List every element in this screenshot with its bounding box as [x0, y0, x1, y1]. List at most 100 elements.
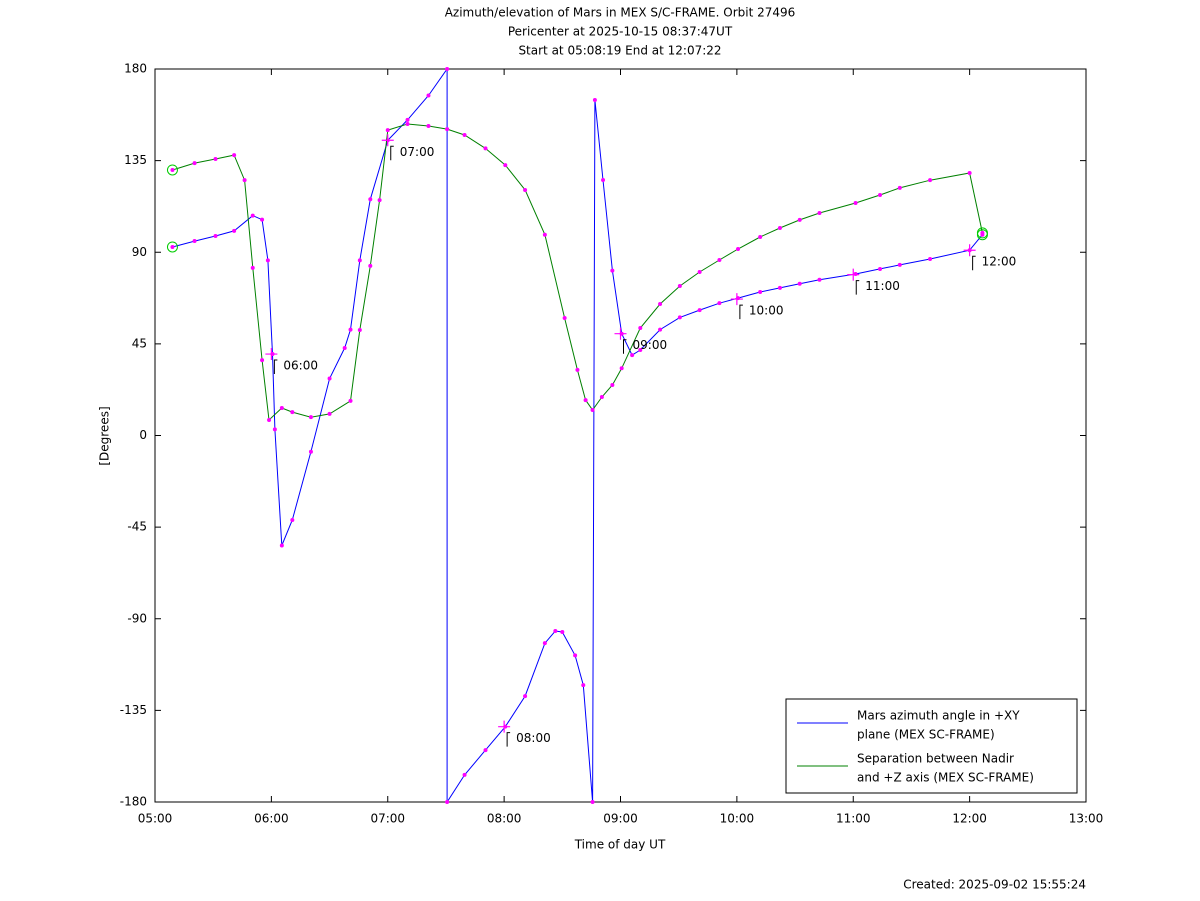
annotation-label: 11:00 — [865, 279, 900, 293]
point-marker — [717, 301, 722, 306]
point-marker — [797, 217, 802, 222]
point-marker — [170, 167, 175, 172]
legend-label: Mars azimuth angle in +XY — [857, 709, 1020, 723]
annotation-label: 10:00 — [749, 304, 784, 318]
y-axis-label: [Degrees] — [98, 406, 112, 465]
x-tick-label: 10:00 — [720, 812, 755, 826]
point-marker — [523, 187, 528, 192]
point-marker — [267, 418, 272, 423]
point-marker — [967, 171, 972, 176]
point-marker — [980, 230, 985, 235]
x-tick-label: 12:00 — [952, 812, 987, 826]
annotation-pointer — [972, 255, 976, 271]
point-marker — [192, 161, 197, 166]
point-marker — [697, 270, 702, 275]
x-tick-label: 07:00 — [370, 812, 405, 826]
point-marker — [462, 772, 467, 777]
point-marker — [897, 262, 902, 267]
point-marker — [405, 121, 410, 126]
point-marker — [368, 263, 373, 268]
y-tick-label: 180 — [124, 62, 147, 76]
point-marker — [348, 327, 353, 332]
annotation-marker — [847, 268, 860, 281]
point-marker — [601, 177, 606, 182]
point-marker — [610, 383, 615, 388]
point-marker — [348, 398, 353, 403]
point-marker — [573, 653, 578, 658]
annotation-label: 07:00 — [400, 145, 435, 159]
x-tick-label: 06:00 — [254, 812, 289, 826]
point-marker — [736, 246, 741, 251]
point-marker — [503, 163, 508, 168]
point-marker — [677, 284, 682, 289]
point-marker — [758, 289, 763, 294]
point-marker — [170, 244, 175, 249]
point-marker — [817, 277, 822, 282]
point-marker — [853, 200, 858, 205]
annotation-marker — [381, 134, 394, 147]
x-axis-label: Time of day UT — [574, 838, 666, 852]
annotation-label: 06:00 — [283, 359, 318, 373]
point-marker — [619, 366, 624, 371]
point-marker — [677, 315, 682, 320]
point-marker — [592, 97, 597, 102]
point-marker — [327, 376, 332, 381]
x-tick-label: 13:00 — [1069, 812, 1104, 826]
point-marker — [377, 198, 382, 203]
chart-title: Azimuth/elevation of Mars in MEX S/C-FRA… — [445, 6, 796, 20]
point-marker — [583, 398, 588, 403]
point-marker — [523, 694, 528, 699]
point-marker — [213, 156, 218, 161]
point-marker — [385, 128, 390, 133]
point-marker — [445, 800, 450, 804]
annotation-marker — [265, 348, 278, 361]
legend-label: Separation between Nadir — [857, 752, 1014, 766]
point-marker — [272, 427, 277, 432]
annotation-marker — [614, 327, 627, 340]
point-marker — [897, 185, 902, 190]
point-marker — [242, 178, 247, 183]
footer: Created: 2025-09-02 15:55:24 — [903, 878, 1086, 892]
point-marker — [590, 408, 595, 413]
point-marker — [610, 268, 615, 273]
point-marker — [658, 327, 663, 332]
point-marker — [575, 367, 580, 372]
y-tick-label: -45 — [127, 520, 147, 534]
point-marker — [638, 325, 643, 330]
point-marker — [260, 217, 265, 222]
y-tick-label: -135 — [120, 703, 147, 717]
legend-label: and +Z axis (MEX SC-FRAME) — [857, 771, 1034, 785]
point-marker — [562, 316, 567, 321]
point-marker — [250, 213, 255, 218]
annotation-marker — [963, 244, 976, 257]
point-marker — [697, 308, 702, 313]
point-marker — [368, 197, 373, 202]
point-marker — [192, 239, 197, 244]
point-marker — [265, 258, 270, 263]
point-marker — [878, 193, 883, 198]
point-marker — [630, 353, 635, 358]
annotation-pointer — [506, 732, 511, 747]
point-marker — [445, 127, 450, 132]
point-marker — [279, 406, 284, 411]
point-marker — [357, 328, 362, 333]
point-marker — [308, 415, 313, 420]
point-marker — [717, 257, 722, 262]
x-tick-label: 11:00 — [836, 812, 871, 826]
annotation-marker — [730, 293, 743, 306]
point-marker — [658, 301, 663, 306]
x-tick-label: 05:00 — [138, 812, 173, 826]
annotation-label: 08:00 — [516, 731, 551, 745]
point-marker — [817, 210, 822, 215]
point-marker — [405, 117, 410, 122]
endpoint-marker — [166, 164, 178, 176]
point-marker — [308, 449, 313, 454]
point-marker — [342, 345, 347, 350]
y-tick-label: 0 — [139, 428, 147, 442]
point-marker — [638, 347, 643, 352]
x-tick-label: 09:00 — [603, 812, 638, 826]
point-marker — [462, 132, 467, 137]
point-marker — [560, 629, 565, 634]
point-marker — [232, 153, 237, 158]
annotation-pointer — [273, 359, 278, 375]
